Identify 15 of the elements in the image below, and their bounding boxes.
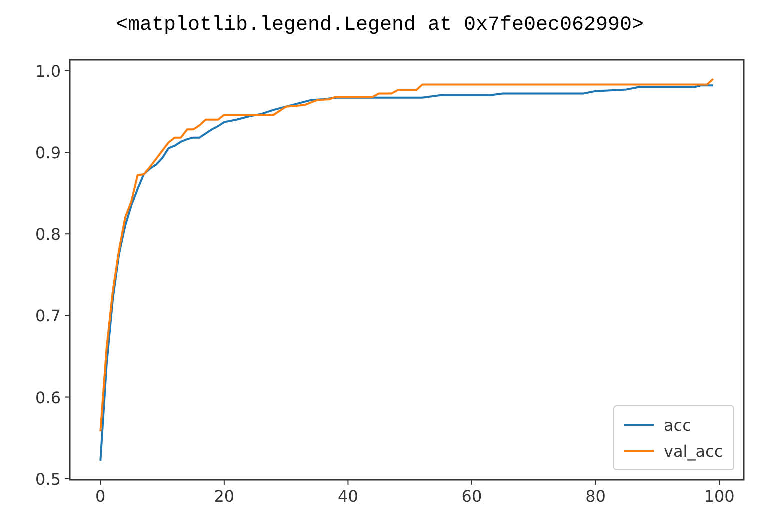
x-tick-label: 80 (586, 487, 606, 506)
x-tick-label: 60 (462, 487, 482, 506)
y-tick-label: 0.5 (36, 470, 61, 489)
x-tick-label: 100 (704, 487, 735, 506)
x-tick-label: 40 (338, 487, 358, 506)
x-tick-label: 20 (214, 487, 235, 506)
legend-label: val_acc (664, 442, 724, 461)
y-tick-label: 1.0 (36, 62, 61, 81)
y-tick-label: 0.9 (36, 144, 61, 163)
y-tick-label: 0.7 (36, 306, 61, 326)
text: <matplotlib.legend.Legend at 0x7fe0ec062990> (116, 14, 644, 37)
legend-label: acc (664, 416, 692, 435)
y-tick-label: 0.6 (36, 388, 61, 408)
x-tick-label: 0 (96, 487, 106, 506)
y-tick-label: 0.8 (36, 225, 61, 244)
